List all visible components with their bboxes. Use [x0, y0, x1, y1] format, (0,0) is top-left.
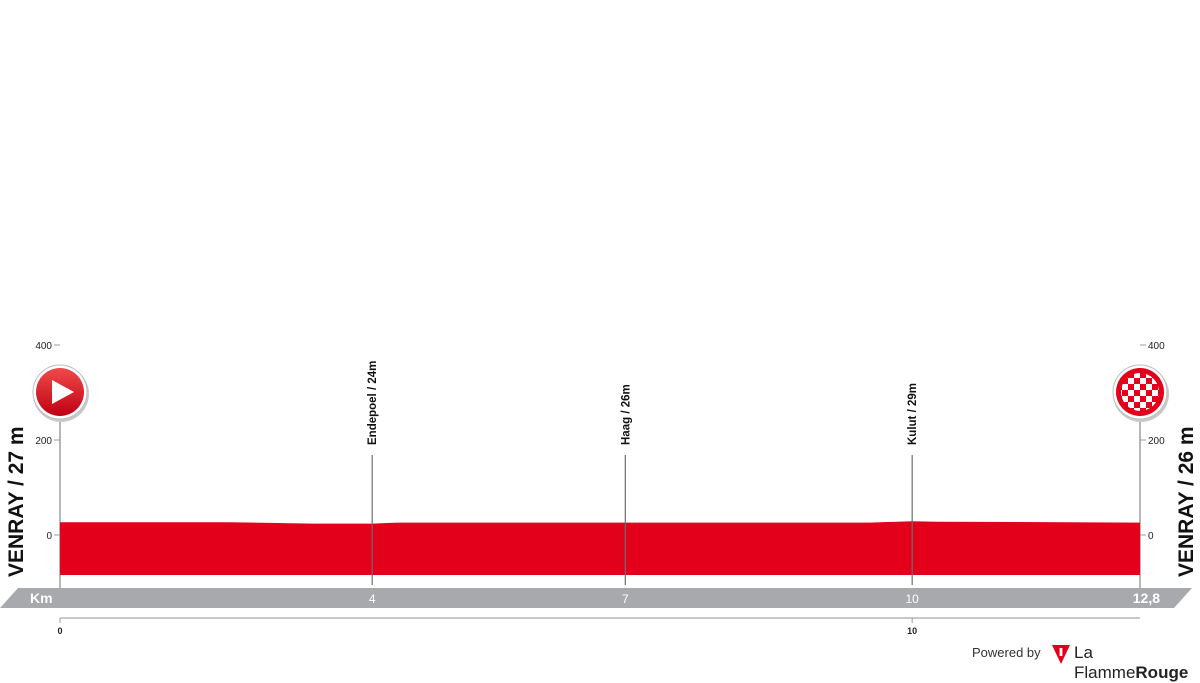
x-axis-label: Km: [30, 590, 53, 606]
x-tick-label: 7: [622, 592, 629, 606]
km-axis-band: [0, 588, 1192, 608]
brand-name: La FlammeRouge: [1074, 643, 1200, 683]
x-tick-label: 4: [369, 592, 376, 606]
start-town-label: VENRAY / 27 m: [5, 426, 28, 577]
elevation-area: [60, 521, 1140, 575]
y-tick-label-left: 200: [35, 436, 52, 447]
y-tick-label-left: 0: [46, 531, 52, 542]
brand-name-bold: Rouge: [1135, 663, 1189, 682]
start-arrow-icon: [52, 380, 74, 404]
bottom-scale-label: 10: [907, 626, 917, 636]
x-total-distance: 12,8: [1133, 590, 1160, 606]
finish-town-label: VENRAY / 26 m: [1175, 426, 1198, 577]
bottom-scale-label: 0: [57, 626, 62, 636]
waypoint-label: Endepoel / 24m: [367, 361, 379, 445]
y-tick-label-right: 200: [1148, 436, 1165, 447]
powered-by-text: Powered by: [972, 645, 1041, 660]
la-flamme-rouge-logo-icon: [1052, 645, 1070, 664]
brand-name-light: La Flamme: [1074, 643, 1136, 682]
y-tick-label-right: 0: [1148, 531, 1154, 542]
y-tick-label-right: 400: [1148, 341, 1165, 352]
x-tick-label: 10: [906, 592, 920, 606]
finish-checkered-icon: [1121, 373, 1159, 411]
waypoint-label: Kulut / 29m: [907, 383, 919, 445]
y-tick-label-left: 400: [35, 341, 52, 352]
waypoint-label: Haag / 26m: [620, 384, 632, 445]
